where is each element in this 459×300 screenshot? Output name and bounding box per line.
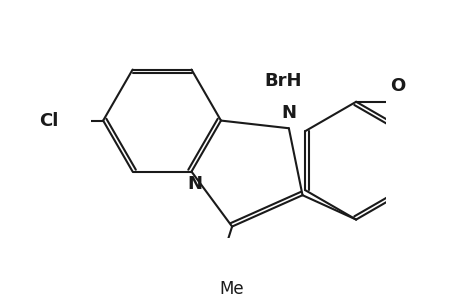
Text: O: O [389, 77, 404, 95]
Text: N: N [186, 175, 202, 193]
Text: Cl: Cl [39, 112, 59, 130]
Text: Me: Me [218, 280, 243, 298]
Text: N: N [281, 104, 296, 122]
Text: BrH: BrH [263, 72, 301, 90]
